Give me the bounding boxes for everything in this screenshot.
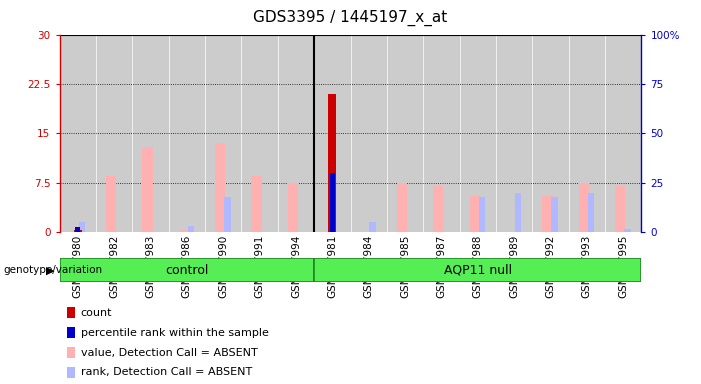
Text: count: count — [81, 308, 112, 318]
Bar — [75, 227, 81, 232]
Bar — [423, 35, 460, 232]
Bar — [543, 196, 552, 232]
Bar — [79, 222, 85, 232]
Bar — [579, 183, 589, 232]
Text: value, Detection Call = ABSENT: value, Detection Call = ABSENT — [81, 348, 257, 358]
Bar — [205, 35, 241, 232]
Bar — [60, 258, 314, 282]
Text: percentile rank within the sample: percentile rank within the sample — [81, 328, 268, 338]
Bar — [587, 193, 594, 232]
Bar — [74, 230, 82, 232]
Bar — [551, 197, 558, 232]
Bar — [515, 193, 522, 232]
Text: GDS3395 / 1445197_x_at: GDS3395 / 1445197_x_at — [253, 10, 448, 26]
Bar — [106, 176, 116, 232]
Bar — [314, 258, 641, 282]
Bar — [132, 35, 169, 232]
Bar — [433, 186, 444, 232]
Bar — [224, 197, 231, 232]
Bar — [397, 183, 407, 232]
Bar — [241, 35, 278, 232]
Text: rank, Detection Call = ABSENT: rank, Detection Call = ABSENT — [81, 367, 252, 377]
Bar — [252, 176, 261, 232]
Bar — [328, 94, 336, 232]
Bar — [215, 143, 225, 232]
Bar — [479, 197, 485, 232]
Bar — [169, 35, 205, 232]
Bar — [278, 35, 314, 232]
Bar — [387, 35, 423, 232]
Bar — [142, 147, 153, 232]
Text: genotype/variation: genotype/variation — [4, 265, 102, 275]
Bar — [60, 35, 96, 232]
Bar — [605, 35, 641, 232]
Text: ▶: ▶ — [46, 265, 54, 275]
Bar — [624, 229, 631, 232]
Bar — [179, 230, 189, 232]
Bar — [314, 35, 350, 232]
Bar — [188, 227, 194, 232]
Bar — [329, 173, 335, 232]
Bar — [470, 196, 479, 232]
Bar — [369, 222, 376, 232]
Bar — [496, 35, 532, 232]
Bar — [350, 35, 387, 232]
Bar — [532, 35, 569, 232]
Text: AQP11 null: AQP11 null — [444, 264, 512, 277]
Bar — [569, 35, 605, 232]
Bar — [460, 35, 496, 232]
Bar — [615, 186, 625, 232]
Bar — [288, 183, 298, 232]
Text: control: control — [165, 264, 209, 277]
Bar — [96, 35, 132, 232]
